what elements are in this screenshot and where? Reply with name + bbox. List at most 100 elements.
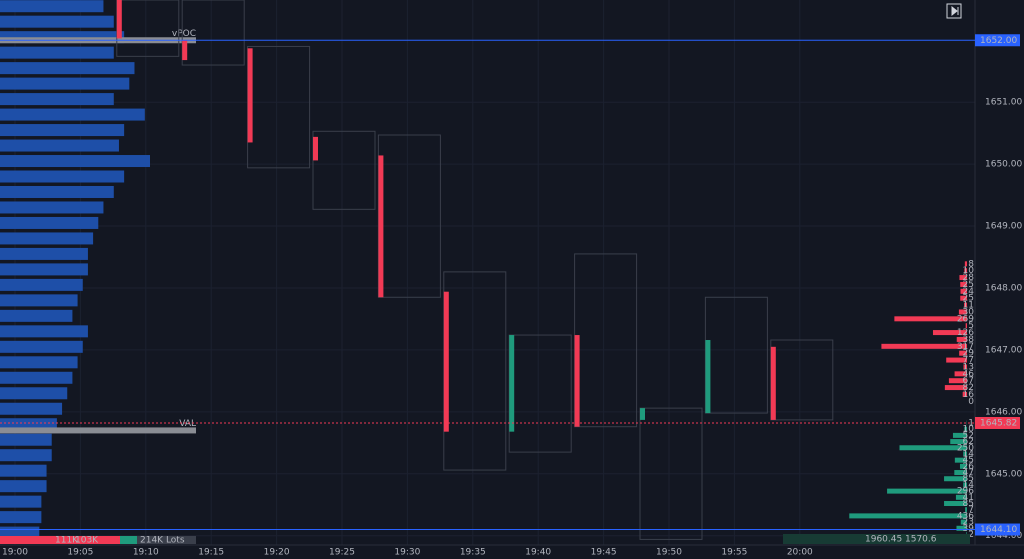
volume-profile-bar bbox=[0, 216, 99, 229]
candle-body bbox=[443, 291, 449, 432]
scroll-icon bbox=[951, 5, 959, 17]
volume-profile-bar bbox=[0, 387, 68, 400]
x-tick-label: 19:00 bbox=[2, 548, 28, 558]
delta-bar bbox=[959, 463, 967, 469]
delta-label: 10 bbox=[963, 425, 975, 435]
delta-bar bbox=[950, 439, 967, 445]
delta-bar bbox=[964, 261, 967, 267]
volume-profile-bar bbox=[0, 511, 42, 524]
delta-label: 85 bbox=[963, 474, 974, 484]
delta-label: 16 bbox=[963, 390, 975, 400]
delta-label: 77 bbox=[963, 356, 974, 366]
delta-label: 13 bbox=[963, 362, 974, 372]
volume-profile-bar bbox=[0, 62, 135, 75]
volume-profile-bar bbox=[0, 278, 83, 291]
delta-bar bbox=[944, 385, 967, 391]
y-tick-label: 1650.00 bbox=[985, 160, 1022, 170]
delta-label: 24 bbox=[963, 287, 975, 297]
delta-label: 10 bbox=[963, 266, 975, 276]
delta-bar bbox=[965, 323, 967, 329]
price-marker bbox=[975, 416, 1020, 429]
delta-bar bbox=[956, 525, 967, 531]
delta-label: 62 bbox=[963, 437, 974, 447]
delta-bar bbox=[954, 457, 967, 463]
volume-profile-bar bbox=[0, 449, 52, 462]
y-tick-label: 1647.00 bbox=[985, 345, 1022, 355]
delta-bar bbox=[960, 281, 967, 287]
delta-label: 29 bbox=[963, 349, 975, 359]
delta-label: 126 bbox=[957, 328, 974, 338]
candle-body bbox=[705, 340, 711, 414]
volume-profile-bar bbox=[0, 263, 88, 276]
candle-range bbox=[639, 407, 703, 540]
scroll-button[interactable] bbox=[946, 3, 962, 19]
delta-label: 52 bbox=[963, 431, 974, 441]
footer-label: 103K bbox=[75, 536, 99, 546]
y-tick-label: 1651.00 bbox=[985, 98, 1022, 108]
delta-label: 39 bbox=[963, 524, 975, 534]
delta-bar bbox=[899, 445, 967, 451]
footer-bar bbox=[120, 536, 137, 544]
delta-label: 28 bbox=[963, 273, 975, 283]
price-marker-label: 1645.82 bbox=[980, 418, 1017, 428]
volume-profile-bar bbox=[0, 433, 52, 446]
delta-label: 38 bbox=[963, 335, 975, 345]
delta-bar bbox=[960, 288, 967, 294]
delta-bar bbox=[958, 309, 967, 315]
delta-bar bbox=[959, 275, 967, 281]
x-tick-label: 19:05 bbox=[67, 548, 93, 558]
volume-profile-bar bbox=[0, 15, 114, 28]
x-tick-label: 19:50 bbox=[656, 548, 682, 558]
x-tick-label: 19:45 bbox=[591, 548, 617, 558]
delta-label: 2 bbox=[968, 530, 974, 540]
x-tick-label: 19:40 bbox=[525, 548, 551, 558]
volume-profile-bar bbox=[0, 340, 83, 353]
footer-label: 1570.6 bbox=[905, 535, 937, 545]
candle-range bbox=[181, 0, 245, 66]
volume-profile-bar bbox=[0, 356, 78, 369]
footer-bar bbox=[783, 534, 970, 544]
delta-label: 46 bbox=[963, 369, 975, 379]
delta-bar bbox=[881, 343, 967, 349]
candle-body bbox=[247, 48, 253, 143]
level-label: vPOC bbox=[172, 29, 196, 39]
candle-range bbox=[312, 130, 376, 210]
delta-bar bbox=[944, 476, 967, 482]
delta-bar bbox=[956, 336, 967, 342]
delta-bar bbox=[963, 482, 967, 488]
delta-label: 1 bbox=[968, 418, 974, 428]
level-bar bbox=[0, 427, 196, 434]
candle-body bbox=[640, 408, 645, 420]
delta-label: 8 bbox=[968, 259, 974, 269]
delta-bar bbox=[964, 426, 967, 432]
delta-bar bbox=[963, 364, 967, 370]
volume-profile-bar bbox=[0, 247, 88, 260]
footer-bar bbox=[0, 536, 120, 544]
delta-label: 25 bbox=[963, 294, 974, 304]
volume-profile-bar bbox=[0, 108, 145, 121]
delta-bar bbox=[932, 330, 967, 336]
delta-label: 85 bbox=[963, 499, 974, 509]
footer-label: 1960.45 bbox=[865, 535, 902, 545]
price-marker-label: 1652.00 bbox=[980, 36, 1017, 46]
delta-label: 82 bbox=[963, 383, 974, 393]
y-tick-label: 1648.00 bbox=[985, 283, 1022, 293]
delta-label: 11 bbox=[963, 301, 974, 311]
delta-bar bbox=[960, 519, 967, 525]
candle-body bbox=[574, 335, 580, 427]
delta-label: 30 bbox=[963, 307, 975, 317]
x-tick-label: 19:30 bbox=[394, 548, 420, 558]
delta-bar bbox=[964, 268, 967, 274]
volume-profile-bar bbox=[0, 418, 57, 431]
delta-label: 317 bbox=[957, 342, 974, 352]
footer-label: 214K Lots bbox=[140, 536, 185, 546]
x-tick-label: 19:10 bbox=[133, 548, 159, 558]
y-tick-label: 1644.00 bbox=[985, 531, 1022, 541]
candle-body bbox=[509, 335, 515, 432]
delta-label: 5 bbox=[968, 321, 974, 331]
volume-profile-bar bbox=[0, 185, 114, 198]
volume-profile-bar bbox=[0, 31, 125, 44]
delta-label: 14 bbox=[963, 480, 975, 490]
delta-label: 23 bbox=[963, 518, 974, 528]
